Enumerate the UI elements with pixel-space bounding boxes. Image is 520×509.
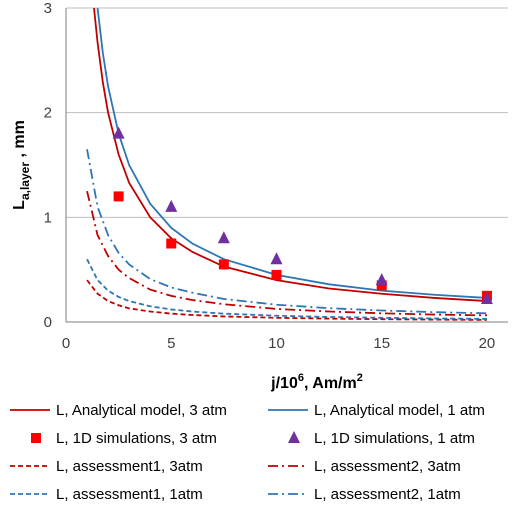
legend-label: L, 1D simulations, 3 atm xyxy=(56,430,217,447)
legend-item: L, assessment2, 3atm xyxy=(268,458,461,475)
data-point-triangle xyxy=(165,199,178,212)
data-point-triangle xyxy=(480,291,493,304)
legend-label: L, assessment1, 1atm xyxy=(56,486,203,503)
x-tick-label: 5 xyxy=(167,335,175,352)
legend-item: L, 1D simulations, 1 atm xyxy=(288,430,475,447)
axes xyxy=(65,8,508,323)
legend-label: L, Analytical model, 3 atm xyxy=(56,402,227,419)
x-axis-title-rest: , Am/m xyxy=(304,375,357,392)
legend-label: L, assessment1, 3atm xyxy=(56,458,203,475)
data-point-triangle xyxy=(217,231,230,244)
x-axis-title: j/106, Am/m2 xyxy=(270,372,363,392)
data-point-square xyxy=(218,259,229,270)
legend-label: L, assessment2, 1atm xyxy=(314,486,461,503)
x-tick-label: 0 xyxy=(62,335,70,352)
legend-label: L, assessment2, 3atm xyxy=(314,458,461,475)
y-tick-label: 3 xyxy=(44,0,52,17)
grid-lines xyxy=(66,7,508,218)
tick-labels: 0 5 10 15 20 0 1 2 3 xyxy=(44,0,496,352)
data-point-square xyxy=(271,269,282,280)
y-axis-title-main: L xyxy=(11,200,28,210)
legend-item: L, Analytical model, 3 atm xyxy=(10,402,227,419)
x-axis-title-sup2: 2 xyxy=(357,372,363,384)
data-point-triangle xyxy=(270,252,283,265)
data-point-square xyxy=(376,280,387,291)
data-point-triangle xyxy=(375,273,388,286)
y-axis-title-sub: a,layer xyxy=(18,162,32,200)
legend-item: L, assessment1, 1atm xyxy=(10,486,203,503)
x-axis-title-sup: 6 xyxy=(298,372,304,384)
y-axis-title-rest: , mm xyxy=(11,120,28,162)
legend-item: L, assessment1, 3atm xyxy=(10,458,203,475)
legend-label: L, Analytical model, 1 atm xyxy=(314,402,485,419)
legend-item: L, 1D simulations, 3 atm xyxy=(31,430,217,447)
legend-marker-square xyxy=(31,433,41,443)
data-point-triangle xyxy=(112,126,125,139)
x-tick-label: 20 xyxy=(479,335,496,352)
plot-area xyxy=(86,8,493,321)
y-tick-label: 1 xyxy=(44,209,52,226)
data-point-square xyxy=(166,238,177,249)
series-line xyxy=(96,8,488,299)
y-axis-title: La,layer , mm xyxy=(11,120,32,210)
series-line xyxy=(86,149,487,315)
x-axis-title-main: j/10 xyxy=(270,375,298,392)
y-tick-label: 2 xyxy=(44,105,52,122)
legend: L, Analytical model, 3 atm L, Analytical … xyxy=(10,402,485,503)
data-point-square xyxy=(113,191,124,202)
legend-item: L, Analytical model, 1 atm xyxy=(268,402,485,419)
x-tick-label: 15 xyxy=(373,335,390,352)
series-line xyxy=(86,258,487,320)
legend-marker-triangle xyxy=(288,431,300,443)
series-line xyxy=(86,279,487,321)
y-tick-label: 0 xyxy=(44,314,52,331)
series-line xyxy=(86,190,487,317)
legend-label: L, 1D simulations, 1 atm xyxy=(314,430,475,447)
legend-item: L, assessment2, 1atm xyxy=(268,486,461,503)
series-line xyxy=(93,8,488,302)
x-tick-label: 10 xyxy=(268,335,285,352)
